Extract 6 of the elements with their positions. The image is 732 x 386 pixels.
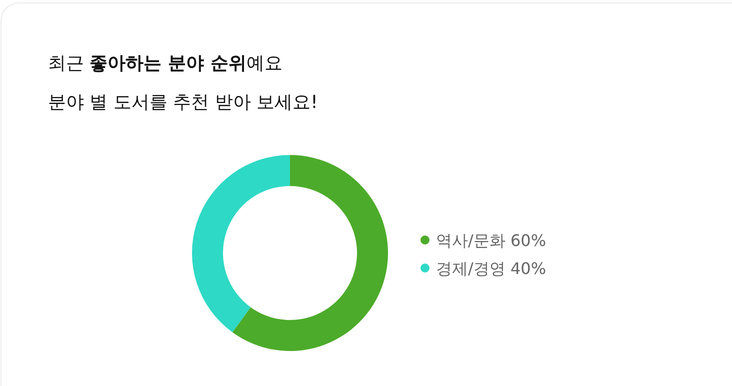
donut-slice [192, 155, 290, 332]
legend-label: 경제/경영 40% [436, 259, 546, 278]
chart-title: 최근 좋아하는 분야 순위예요 [48, 53, 282, 74]
donut-slice [232, 155, 388, 351]
chart-subtitle: 분야 별 도서를 추천 받아 보세요! [48, 92, 318, 113]
legend-label: 역사/문화 60% [436, 231, 546, 250]
